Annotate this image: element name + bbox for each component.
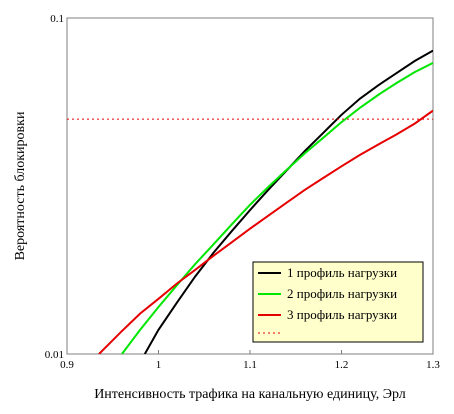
legend-label-1: 1 профиль нагрузки — [287, 265, 397, 280]
y-tick-label-1: 0.1 — [50, 13, 64, 25]
x-tick-label-1: 1 — [156, 359, 162, 371]
series-line-2 — [121, 62, 433, 354]
series-layer — [67, 49, 433, 354]
y-axis-label: Вероятность блокировки — [13, 111, 28, 260]
legend-label-2: 2 профиль нагрузки — [287, 286, 397, 301]
legend: 1 профиль нагрузки 2 профиль нагрузки 3 … — [252, 261, 424, 343]
ticks-layer: 0.9 1 1.1 1.2 1.3 0.01 0.1 — [45, 13, 441, 371]
series-line-3 — [98, 109, 433, 354]
x-axis-label: Интенсивность трафика на канальную едини… — [94, 387, 406, 402]
x-tick-label-3: 1.2 — [335, 359, 349, 371]
x-tick-label-0: 0.9 — [60, 359, 74, 371]
legend-box — [252, 261, 424, 343]
legend-label-3: 3 профиль нагрузки — [287, 307, 397, 322]
x-tick-label-4: 1.3 — [426, 359, 440, 371]
x-tick-label-2: 1.1 — [243, 359, 257, 371]
y-tick-label-0: 0.01 — [45, 349, 64, 361]
